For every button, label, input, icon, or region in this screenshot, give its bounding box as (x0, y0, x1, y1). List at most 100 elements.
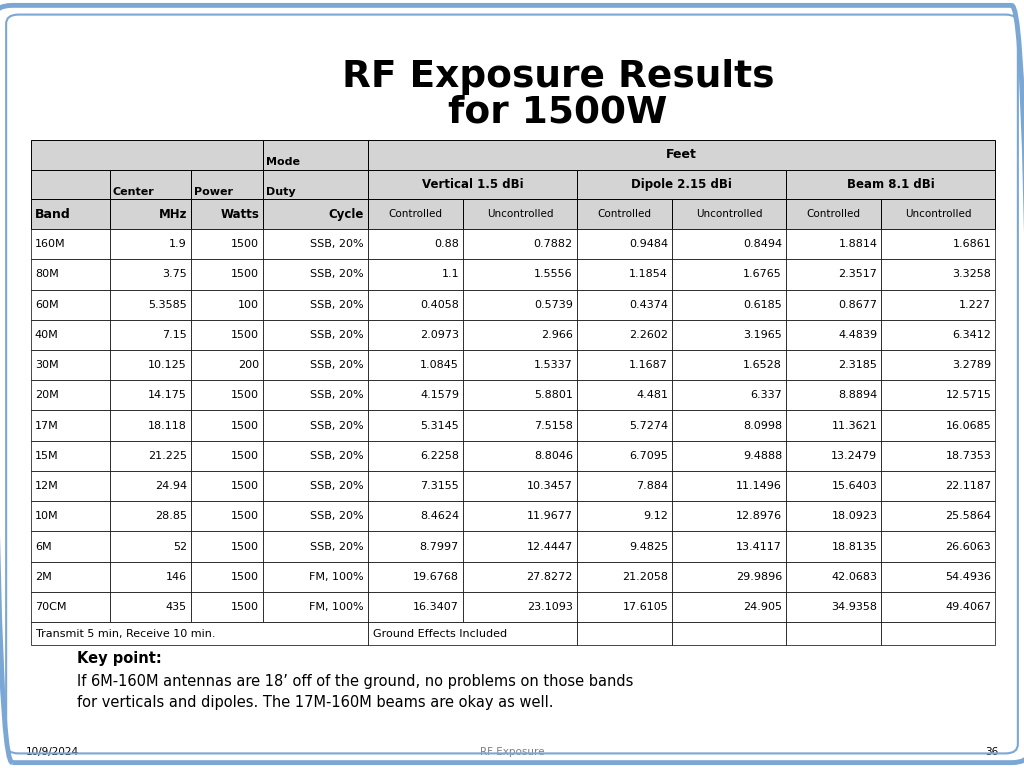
Bar (368, 170, 577, 200)
Text: 60M: 60M (35, 300, 58, 310)
Bar (263, 531, 368, 561)
Text: Watts: Watts (220, 208, 259, 220)
Text: 7.884: 7.884 (636, 481, 668, 491)
Text: for 1500W: for 1500W (449, 95, 668, 131)
Bar (786, 170, 995, 200)
Text: 3.3258: 3.3258 (952, 270, 991, 280)
Bar (191, 531, 263, 561)
Text: 1.1854: 1.1854 (630, 270, 668, 280)
Bar (263, 200, 368, 229)
Bar (191, 170, 263, 200)
Text: 7.5158: 7.5158 (534, 421, 572, 431)
Text: 1500: 1500 (231, 541, 259, 551)
Text: Duty: Duty (266, 187, 296, 197)
Text: 435: 435 (166, 602, 187, 612)
Text: 1.1: 1.1 (441, 270, 459, 280)
Text: 1.6765: 1.6765 (743, 270, 782, 280)
Bar (882, 502, 995, 531)
Bar (577, 350, 672, 380)
Bar (463, 471, 577, 502)
Text: 27.8272: 27.8272 (526, 571, 572, 581)
Text: Dipole 2.15 dBi: Dipole 2.15 dBi (631, 178, 732, 191)
Bar (672, 561, 786, 592)
Bar (882, 411, 995, 441)
Bar (368, 229, 463, 260)
Bar (31, 140, 263, 170)
Bar (786, 622, 882, 645)
Bar (368, 411, 463, 441)
Bar (191, 471, 263, 502)
Bar (882, 260, 995, 290)
Text: Mode: Mode (266, 157, 300, 167)
Text: 15.6403: 15.6403 (831, 481, 878, 491)
Text: 70CM: 70CM (35, 602, 67, 612)
Bar (882, 441, 995, 471)
Bar (882, 561, 995, 592)
Text: 8.4624: 8.4624 (420, 511, 459, 521)
Bar (577, 200, 672, 229)
Text: for verticals and dipoles. The 17M-160M beams are okay as well.: for verticals and dipoles. The 17M-160M … (77, 695, 553, 710)
Text: SSB, 20%: SSB, 20% (310, 270, 364, 280)
Text: 10.125: 10.125 (148, 360, 187, 370)
Bar (263, 350, 368, 380)
Text: 4.4839: 4.4839 (839, 330, 878, 340)
Text: 1.5337: 1.5337 (535, 360, 572, 370)
Bar (577, 290, 672, 319)
Bar (110, 471, 191, 502)
Bar (882, 229, 995, 260)
Bar (463, 380, 577, 411)
Bar (463, 319, 577, 350)
Bar (882, 350, 995, 380)
Bar (368, 140, 995, 170)
Text: 13.2479: 13.2479 (831, 451, 878, 461)
Text: SSB, 20%: SSB, 20% (310, 541, 364, 551)
Text: 26.6063: 26.6063 (945, 541, 991, 551)
Bar (31, 441, 110, 471)
Text: 9.4888: 9.4888 (742, 451, 782, 461)
Text: 1500: 1500 (231, 511, 259, 521)
Text: 12.8976: 12.8976 (736, 511, 782, 521)
Bar (31, 319, 110, 350)
Bar (191, 592, 263, 622)
Bar (110, 502, 191, 531)
Text: 11.9677: 11.9677 (526, 511, 572, 521)
Text: 0.4374: 0.4374 (629, 300, 668, 310)
Bar (368, 622, 577, 645)
Text: Controlled: Controlled (807, 209, 861, 219)
Text: Power: Power (195, 187, 233, 197)
Bar (263, 411, 368, 441)
Bar (263, 319, 368, 350)
Bar (577, 380, 672, 411)
Bar (191, 290, 263, 319)
Bar (31, 229, 110, 260)
Bar (368, 561, 463, 592)
Bar (31, 471, 110, 502)
Text: 1500: 1500 (231, 330, 259, 340)
Text: 11.1496: 11.1496 (736, 481, 782, 491)
Text: 30M: 30M (35, 360, 58, 370)
Text: 17.6105: 17.6105 (623, 602, 668, 612)
Bar (110, 260, 191, 290)
Bar (577, 592, 672, 622)
Bar (882, 531, 995, 561)
Bar (577, 471, 672, 502)
Text: 52: 52 (173, 541, 187, 551)
Text: If 6M-160M antennas are 18’ off of the ground, no problems on those bands: If 6M-160M antennas are 18’ off of the g… (77, 674, 633, 689)
Text: 3.2789: 3.2789 (952, 360, 991, 370)
Bar (31, 260, 110, 290)
Text: 1.0845: 1.0845 (420, 360, 459, 370)
Text: 16.0685: 16.0685 (945, 421, 991, 431)
Text: 34.9358: 34.9358 (831, 602, 878, 612)
Text: 6.2258: 6.2258 (420, 451, 459, 461)
Text: 6.3412: 6.3412 (952, 330, 991, 340)
Text: 200: 200 (238, 360, 259, 370)
Bar (263, 441, 368, 471)
Bar (786, 229, 882, 260)
Bar (263, 592, 368, 622)
Text: Controlled: Controlled (598, 209, 651, 219)
Text: 0.7882: 0.7882 (534, 240, 572, 250)
Text: Key point:: Key point: (77, 650, 162, 666)
Text: 2.3185: 2.3185 (839, 360, 878, 370)
Text: Feet: Feet (666, 148, 697, 161)
Text: 3.75: 3.75 (162, 270, 187, 280)
